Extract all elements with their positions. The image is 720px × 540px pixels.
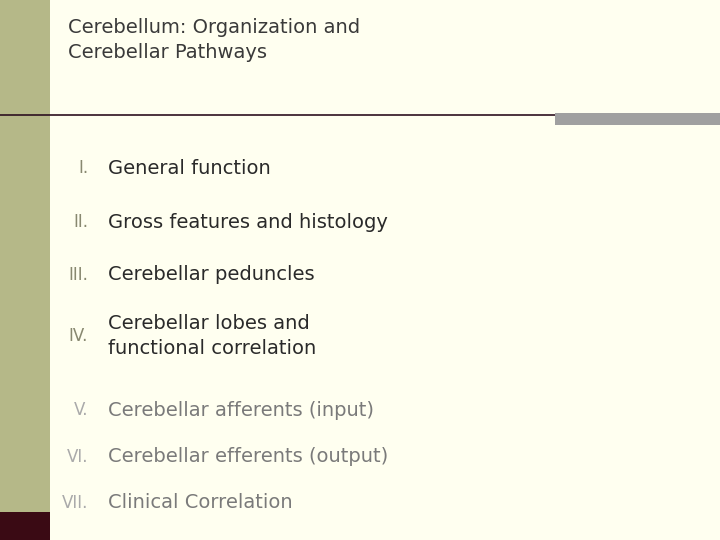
Text: VII.: VII. [62, 494, 88, 512]
Text: I.: I. [78, 159, 88, 177]
Bar [0, 512, 50, 540]
Text: Cerebellar lobes and
functional correlation: Cerebellar lobes and functional correlat… [108, 314, 316, 357]
Text: Cerebellar peduncles: Cerebellar peduncles [108, 266, 315, 285]
Text: Gross features and histology: Gross features and histology [108, 213, 388, 232]
Text: III.: III. [68, 266, 88, 284]
Text: Clinical Correlation: Clinical Correlation [108, 494, 292, 512]
Text: General function: General function [108, 159, 271, 178]
Text: Cerebellar afferents (input): Cerebellar afferents (input) [108, 401, 374, 420]
Text: Cerebellar efferents (output): Cerebellar efferents (output) [108, 448, 388, 467]
Text: V.: V. [73, 401, 88, 419]
Text: IV.: IV. [68, 327, 88, 345]
Bar [555, 113, 720, 125]
Text: VI.: VI. [66, 448, 88, 466]
Bar [0, 0, 50, 540]
Text: II.: II. [73, 213, 88, 231]
Text: Cerebellum: Organization and
Cerebellar Pathways: Cerebellum: Organization and Cerebellar … [68, 18, 360, 62]
